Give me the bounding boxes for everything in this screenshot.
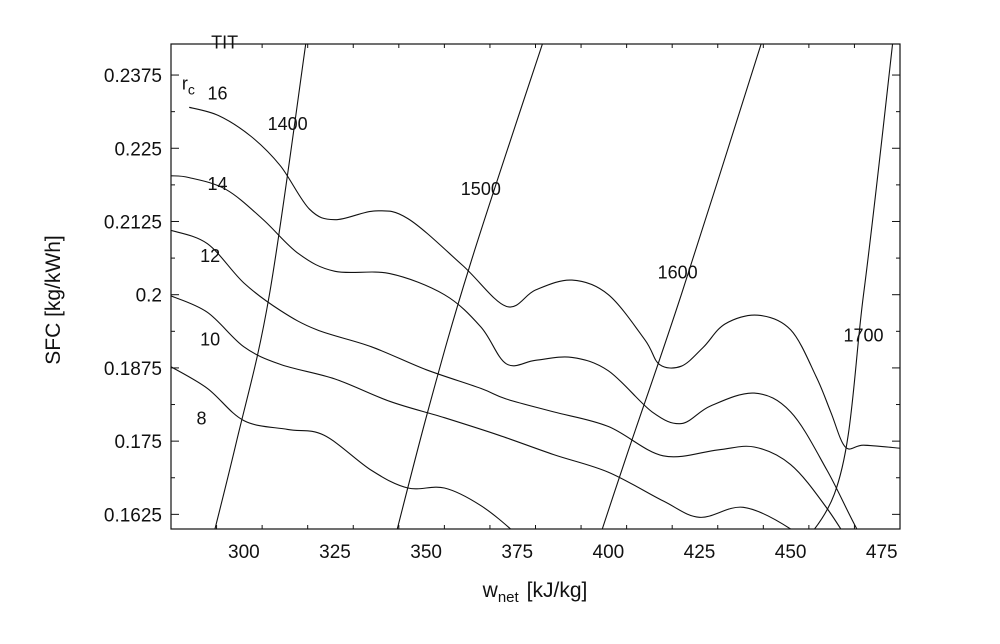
rc-label-10: 10 [200,330,220,350]
x-axis-label-unit: [kJ/kg] [527,579,588,602]
y-tick-label: 0.1875 [104,359,162,380]
rc-curve-16 [189,106,900,450]
rc-curve-12 [171,229,842,529]
rc-curve-10 [171,295,792,529]
rc-group-label-sub: c [188,82,195,98]
y-tick-labels: 0.1625 0.175 0.1875 0.2 0.2125 0.225 0.2375 [104,66,162,526]
y-tick-label: 0.225 [114,139,162,160]
rc-curve-8 [171,366,512,529]
tit-curve-1600 [601,44,762,529]
rc-label-14: 14 [207,174,227,194]
x-tick-label: 400 [593,542,625,563]
rc-curve-14 [171,175,858,529]
x-tick-label: 300 [228,542,260,563]
x-axis-label-sub: net [498,589,520,606]
x-tick-labels: 300 325 350 375 400 425 450 475 [228,542,898,563]
x-tick-label: 375 [501,542,533,563]
rc-label-16: 16 [207,84,227,104]
y-tick-label: 0.175 [114,432,162,453]
y-tick-label: 0.2 [136,286,162,307]
tit-curve-1500 [396,44,543,529]
tit-label-1700: 1700 [844,326,884,346]
y-tick-label: 0.2375 [104,66,162,87]
x-tick-label: 475 [866,542,898,563]
tit-label-1600: 1600 [658,262,698,282]
y-axis-label: SFC [kg/kWh] [42,235,65,365]
rc-group-label: rc [182,74,195,98]
y-tick-label: 0.2125 [104,212,162,233]
rc-label-12: 12 [200,246,220,266]
tit-label-1500: 1500 [461,179,501,199]
x-tick-label: 425 [684,542,716,563]
x-tick-label: 450 [775,542,807,563]
axis-ticks [170,44,901,529]
y-tick-label: 0.1625 [104,505,162,526]
x-axis-label: wnet [kJ/kg] [482,579,588,606]
tit-curve-1700 [813,44,894,529]
tit-label-1400: 1400 [268,114,308,134]
x-tick-label: 325 [319,542,351,563]
x-axis-label-main: w [482,579,499,602]
curve-labels: 16 14 12 10 8 1400 1500 1600 1700 TIT rc [182,33,884,429]
rc-group-label-main: r [182,74,188,94]
tit-group-label: TIT [211,33,238,53]
rc-label-8: 8 [197,409,207,429]
x-tick-label: 350 [410,542,442,563]
curves [171,44,900,529]
tit-curve-1400 [214,44,307,529]
